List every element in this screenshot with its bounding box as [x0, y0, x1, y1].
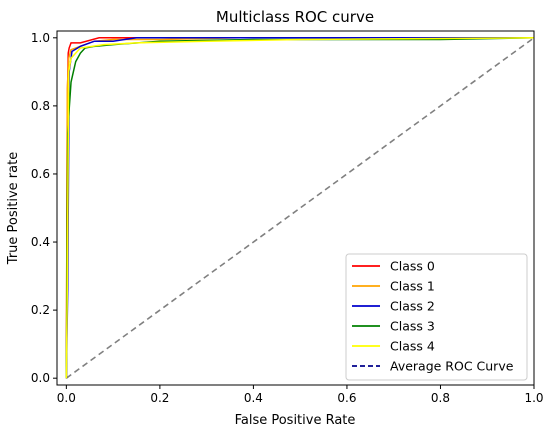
legend-box: [345, 253, 528, 381]
plot-border: [56, 30, 535, 386]
y-tick-label: 0.0: [31, 371, 50, 385]
legend-label-class-3: Class 3: [390, 319, 435, 334]
y-tick-label: 1.0: [31, 31, 50, 45]
legend-label-class-4: Class 4: [390, 339, 435, 354]
series-layer: [65, 37, 535, 379]
x-tick-label: 0.8: [431, 391, 450, 405]
legend-label-class-0: Class 0: [390, 259, 435, 274]
series-line-class-4: [65, 37, 535, 379]
legend-items: Class 0 Class 1 Class 2 Class 3 Class 4 Avera…: [352, 259, 514, 374]
y-axis-label: True Positive rate: [6, 152, 21, 265]
x-tick-label: 0.6: [337, 391, 356, 405]
axes-layer: 0.0 0.2 0.4 0.6 0.8 1.0 0.0 0.2 0.4 0.6 0.8 1.0: [31, 31, 544, 405]
chart-title: Multiclass ROC curve: [216, 8, 374, 26]
plot-area: 0.0 0.2 0.4 0.6 0.8 1.0 0.0 0.2 0.4 0.6 0.8 1.0: [31, 30, 544, 405]
x-tick-label: 0.2: [150, 391, 169, 405]
legend-label-class-1: Class 1: [390, 279, 435, 294]
legend: Class 0 Class 1 Class 2 Class 3 Class 4 Avera…: [345, 253, 528, 381]
y-tick-label: 0.6: [31, 167, 50, 181]
y-tick-label: 0.2: [31, 303, 50, 317]
x-tick-label: 1.0: [524, 391, 543, 405]
legend-label-average-roc-curve: Average ROC Curve: [390, 359, 514, 374]
x-tick-label: 0.0: [57, 391, 76, 405]
y-tick-label: 0.8: [31, 99, 50, 113]
x-tick-label: 0.4: [244, 391, 263, 405]
reference-diagonal-line: [65, 37, 535, 379]
legend-label-class-2: Class 2: [390, 299, 435, 314]
x-axis-label: False Positive Rate: [235, 413, 356, 428]
y-tick-label: 0.4: [31, 235, 50, 249]
